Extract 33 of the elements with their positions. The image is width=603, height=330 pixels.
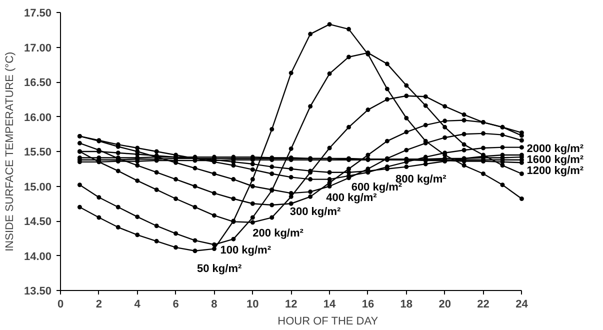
x-tick-label: 4: [134, 298, 142, 310]
series-label: 100 kg/m²: [220, 244, 272, 257]
x-tick-label: 10: [246, 298, 259, 310]
series-label: 200 kg/m²: [252, 227, 304, 240]
y-tick-label: 17.50: [24, 8, 52, 20]
y-tick-label: 15.00: [24, 181, 52, 194]
y-tick-label: 13.50: [24, 286, 52, 298]
series-label: 50 kg/m²: [197, 262, 242, 275]
series-label: 2000 kg/m²: [526, 142, 584, 155]
x-tick-label: 8: [211, 298, 218, 310]
series-label: 300 kg/m²: [290, 206, 341, 218]
x-tick-label: 20: [438, 298, 451, 310]
x-tick-label: 18: [400, 298, 413, 310]
x-tick-label: 12: [284, 298, 298, 310]
y-tick-label: 14.00: [24, 250, 52, 263]
series-label: 400 kg/m²: [326, 192, 378, 204]
y-axis-title: INSIDE SURFACE TEMPERATURE (°C): [4, 52, 16, 252]
y-tick-label: 14.50: [24, 216, 52, 228]
x-tick-label: 24: [516, 298, 529, 310]
series-label: 1200 kg/m²: [526, 164, 584, 177]
x-tick-label: 22: [477, 298, 490, 310]
y-tick-label: 17.00: [24, 42, 52, 54]
series-label: 600 kg/m²: [351, 181, 402, 194]
y-tick-label: 15.50: [24, 146, 52, 158]
x-tick-label: 2: [96, 298, 102, 310]
y-tick-label: 16.50: [24, 77, 52, 89]
y-tick-label: 16.00: [24, 112, 52, 124]
series-label: 1600 kg/m²: [526, 154, 584, 166]
x-axis-title: HOUR OF THE DAY: [278, 316, 379, 328]
x-tick-label: 6: [172, 298, 179, 310]
x-tick-label: 0: [57, 298, 64, 310]
x-tick-label: 14: [323, 298, 337, 310]
x-tick-label: 16: [362, 298, 374, 310]
